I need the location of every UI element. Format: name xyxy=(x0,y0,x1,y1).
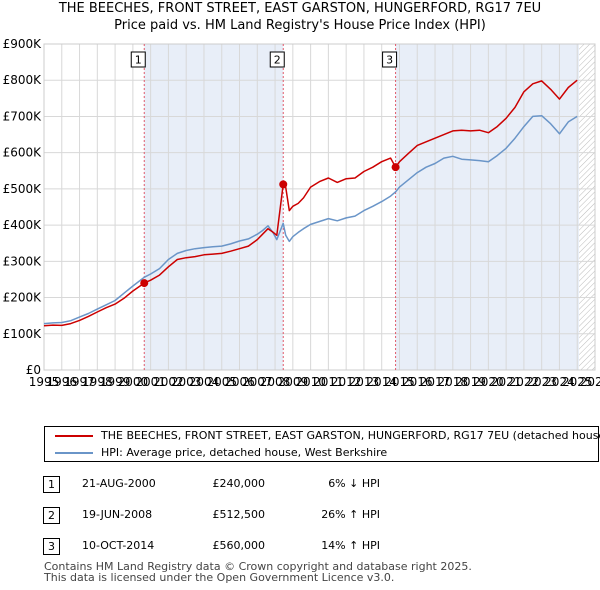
x-tick-label: 2006 xyxy=(224,375,255,389)
transaction-number-badge: 2 xyxy=(43,507,60,524)
footer-licence: This data is licensed under the Open Gov… xyxy=(44,571,395,584)
sale-marker-box xyxy=(269,51,285,68)
legend-label-hpi: HPI: Average price, detached house, West… xyxy=(101,446,388,459)
x-tick-label: 1995 xyxy=(29,375,60,389)
x-tick-label: 2001 xyxy=(135,375,166,389)
sale-marker-badge: 2 xyxy=(269,51,285,68)
footer-copyright: Contains HM Land Registry data © Crown c… xyxy=(44,560,472,573)
transaction-hpi-diff: 14% ↑ HPI xyxy=(321,539,380,552)
x-tick-label: 2015 xyxy=(384,375,415,389)
x-tick-label: 2012 xyxy=(331,375,362,389)
transaction-number-badge: 3 xyxy=(43,538,60,555)
y-tick-label: £400K xyxy=(3,218,43,232)
x-tick-label: 2026 xyxy=(580,375,600,389)
legend-label-property: THE BEECHES, FRONT STREET, EAST GARSTON,… xyxy=(101,429,600,442)
x-tick-label: 2002 xyxy=(153,375,184,389)
x-tick-label: 2019 xyxy=(455,375,486,389)
y-tick-label: £200K xyxy=(3,291,43,305)
legend-swatch-hpi xyxy=(55,452,93,454)
transaction-price: £512,500 xyxy=(212,508,266,521)
plot-border xyxy=(43,43,596,371)
sale-marker-badge: 3 xyxy=(382,51,398,68)
x-tick-label: 1997 xyxy=(64,375,95,389)
legend-item-hpi: HPI: Average price, detached house, West… xyxy=(55,445,387,461)
x-tick-label: 2025 xyxy=(562,375,593,389)
y-tick-label: £100K xyxy=(3,327,43,341)
x-tick-label: 2021 xyxy=(491,375,522,389)
x-tick-label: 2018 xyxy=(438,375,469,389)
x-tick-label: 2009 xyxy=(278,375,309,389)
table-row: 1 21-AUG-2000 £240,000 6% ↓ HPI xyxy=(0,475,600,493)
x-tick-label: 2011 xyxy=(313,375,344,389)
ownership-shade xyxy=(395,44,580,370)
transaction-date: 19-JUN-2008 xyxy=(82,508,153,521)
sale-marker-box xyxy=(130,51,146,68)
y-tick-label: £900K xyxy=(3,37,43,51)
footer-attribution: Contains HM Land Registry data © Crown c… xyxy=(44,561,472,583)
transaction-price: £240,000 xyxy=(212,477,266,490)
transaction-hpi-diff: 26% ↑ HPI xyxy=(321,508,380,521)
sale-marker-box xyxy=(382,51,398,68)
sale-marker-badge: 1 xyxy=(130,51,146,68)
y-tick-label: £0 xyxy=(26,363,41,377)
chart-title-block: THE BEECHES, FRONT STREET, EAST GARSTON,… xyxy=(0,0,600,34)
x-tick-label: 2013 xyxy=(349,375,380,389)
sale-marker-number: 2 xyxy=(274,54,281,67)
y-tick-label: £300K xyxy=(3,254,43,268)
y-tick-label: £500K xyxy=(3,182,43,196)
sale-point xyxy=(140,279,149,288)
x-tick-label: 2004 xyxy=(189,375,220,389)
x-tick-label: 2010 xyxy=(295,375,326,389)
transaction-date: 21-AUG-2000 xyxy=(82,477,156,490)
chart-subtitle: Price paid vs. HM Land Registry's House … xyxy=(114,18,486,33)
table-row: 2 19-JUN-2008 £512,500 26% ↑ HPI xyxy=(0,506,600,524)
hpi-series-line xyxy=(43,114,578,325)
y-tick-label: £700K xyxy=(3,109,43,123)
transaction-price: £560,000 xyxy=(212,539,266,552)
sale-point xyxy=(391,163,400,172)
legend-swatch-property xyxy=(55,435,93,437)
table-row: 3 10-OCT-2014 £560,000 14% ↑ HPI xyxy=(0,537,600,555)
x-tick-label: 2016 xyxy=(402,375,433,389)
chart-title-address: THE BEECHES, FRONT STREET, EAST GARSTON,… xyxy=(58,1,542,16)
x-tick-label: 1998 xyxy=(82,375,113,389)
transaction-hpi-diff: 6% ↓ HPI xyxy=(328,477,380,490)
x-tick-label: 2022 xyxy=(509,375,540,389)
y-tick-label: £800K xyxy=(3,73,43,87)
transaction-number-badge: 1 xyxy=(43,476,60,493)
legend: THE BEECHES, FRONT STREET, EAST GARSTON,… xyxy=(44,426,600,462)
x-tick-label: 2008 xyxy=(260,375,291,389)
x-tick-label: 1996 xyxy=(47,375,78,389)
x-tick-label: 2017 xyxy=(420,375,451,389)
x-tick-label: 2007 xyxy=(242,375,273,389)
x-tick-label: 2024 xyxy=(544,375,575,389)
x-tick-label: 2005 xyxy=(206,375,237,389)
x-tick-label: 2023 xyxy=(526,375,557,389)
ownership-shade xyxy=(144,44,284,370)
legend-item-property: THE BEECHES, FRONT STREET, EAST GARSTON,… xyxy=(55,428,600,444)
y-tick-label: £600K xyxy=(3,146,43,160)
x-tick-label: 1999 xyxy=(100,375,131,389)
sale-point xyxy=(279,180,288,189)
price-chart: £0 £100K £200K £300K £400K £500K £600K £700K £80… xyxy=(3,37,600,389)
sale-marker-number: 3 xyxy=(386,54,393,67)
x-tick-label: 2014 xyxy=(366,375,397,389)
x-tick-label: 2020 xyxy=(473,375,504,389)
x-tick-label: 2000 xyxy=(118,375,149,389)
transaction-date: 10-OCT-2014 xyxy=(82,539,155,552)
x-tick-label: 2003 xyxy=(171,375,202,389)
forecast-hatch xyxy=(579,44,595,370)
sale-marker-number: 1 xyxy=(135,54,142,67)
